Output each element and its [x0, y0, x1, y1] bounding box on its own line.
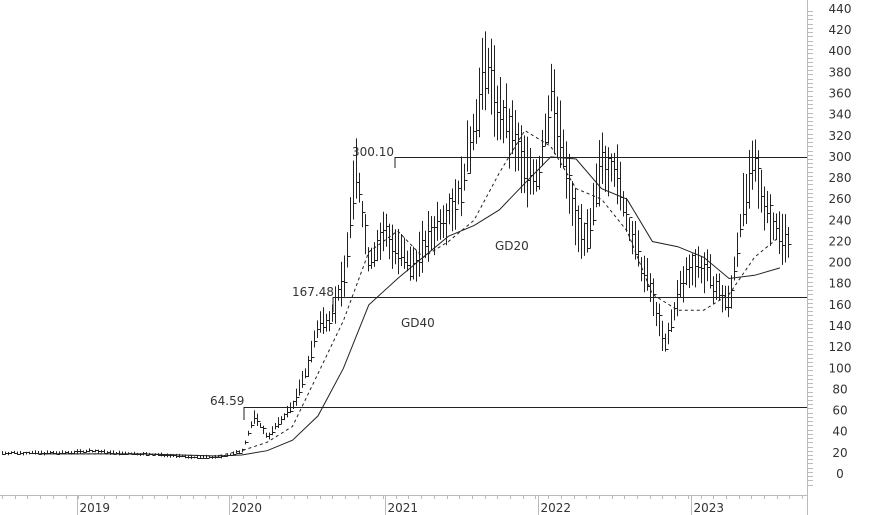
y-tick-label: 240 [829, 213, 852, 227]
ohlc-bars [2, 31, 792, 460]
y-tick-label: 260 [829, 192, 852, 206]
gd20-label: GD20 [495, 239, 529, 253]
level-label-64: 64.59 [210, 394, 244, 408]
x-axis-labels: 2019 2020 2021 2022 2023 [80, 501, 725, 515]
y-tick-label: 40 [832, 425, 847, 439]
y-tick-label: 60 [832, 404, 847, 418]
y-tick-label: 160 [829, 298, 852, 312]
y-tick-label: 80 [832, 382, 847, 396]
y-tick-label: 200 [829, 256, 852, 270]
y-tick-label: 120 [829, 340, 852, 354]
y-tick-label: 220 [829, 234, 852, 248]
gd20-line [39, 129, 781, 457]
y-tick-label: 440 [829, 2, 852, 16]
y-tick-label: 340 [829, 108, 852, 122]
x-tick-label: 2022 [541, 501, 572, 515]
x-axis-ticks [2, 495, 803, 515]
y-tick-label: 320 [829, 129, 852, 143]
y-tick-label: 100 [829, 361, 852, 375]
y-tick-label: 400 [829, 44, 852, 58]
x-tick-label: 2021 [388, 501, 419, 515]
gd40-label: GD40 [401, 316, 435, 330]
level-label-167: 167.48 [292, 285, 334, 299]
y-tick-label: 140 [829, 319, 852, 333]
y-axis-labels: 0 20 40 60 80 100 120 140 160 180 200 220 240 260 280 3… [829, 2, 852, 481]
y-tick-label: 0 [836, 467, 844, 481]
y-tick-label: 360 [829, 86, 852, 100]
y-tick-label: 420 [829, 23, 852, 37]
y-tick-label: 280 [829, 171, 852, 185]
y-tick-label: 20 [832, 446, 847, 460]
y-tick-label: 300 [829, 150, 852, 164]
y-axis-ticks [808, 11, 813, 486]
gd40-line [39, 156, 781, 457]
x-tick-label: 2023 [694, 501, 725, 515]
y-tick-label: 180 [829, 277, 852, 291]
y-tick-label: 380 [829, 65, 852, 79]
level-label-300: 300.10 [352, 145, 394, 159]
x-tick-label: 2020 [232, 501, 263, 515]
x-tick-label: 2019 [80, 501, 111, 515]
